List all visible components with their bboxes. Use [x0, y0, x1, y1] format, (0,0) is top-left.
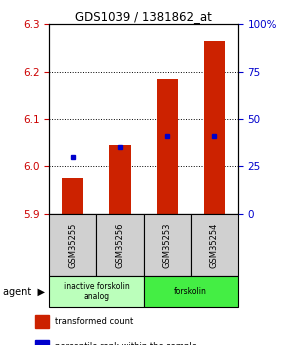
Bar: [49, 276, 144, 307]
Bar: [35, 315, 50, 328]
Text: inactive forskolin
analog: inactive forskolin analog: [64, 282, 129, 301]
Text: forskolin: forskolin: [174, 287, 207, 296]
Text: GSM35254: GSM35254: [210, 222, 219, 268]
Text: GSM35255: GSM35255: [68, 222, 77, 268]
Text: agent  ▶: agent ▶: [3, 287, 45, 296]
Bar: [144, 276, 238, 307]
Bar: [96, 214, 144, 276]
Bar: [35, 339, 50, 345]
Title: GDS1039 / 1381862_at: GDS1039 / 1381862_at: [75, 10, 212, 23]
Bar: [109, 145, 130, 214]
Bar: [49, 214, 96, 276]
Bar: [191, 214, 238, 276]
Text: transformed count: transformed count: [55, 317, 133, 326]
Text: percentile rank within the sample: percentile rank within the sample: [55, 342, 197, 345]
Bar: [144, 214, 191, 276]
Bar: [204, 41, 225, 214]
Text: GSM35256: GSM35256: [115, 222, 124, 268]
Bar: [62, 178, 84, 214]
Text: GSM35253: GSM35253: [163, 222, 172, 268]
Bar: [157, 79, 178, 214]
